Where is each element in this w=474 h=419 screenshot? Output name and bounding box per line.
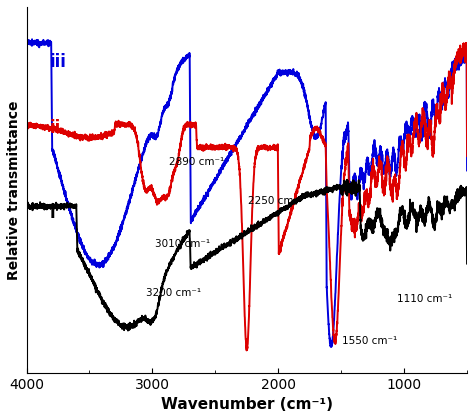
Text: 2250 cm⁻¹: 2250 cm⁻¹ bbox=[248, 197, 303, 207]
Text: 2890 cm⁻¹: 2890 cm⁻¹ bbox=[169, 157, 224, 167]
Text: ii: ii bbox=[49, 119, 60, 137]
Text: 1110 cm⁻¹: 1110 cm⁻¹ bbox=[397, 295, 452, 305]
Text: 3010 cm⁻¹: 3010 cm⁻¹ bbox=[155, 239, 210, 249]
Y-axis label: Relative transmittance: Relative transmittance bbox=[7, 100, 21, 279]
Text: 3200 cm⁻¹: 3200 cm⁻¹ bbox=[146, 288, 201, 298]
Text: 1550 cm⁻¹: 1550 cm⁻¹ bbox=[342, 336, 398, 346]
Text: i: i bbox=[49, 204, 55, 222]
X-axis label: Wavenumber (cm⁻¹): Wavenumber (cm⁻¹) bbox=[161, 397, 333, 412]
Text: iii: iii bbox=[49, 53, 66, 71]
